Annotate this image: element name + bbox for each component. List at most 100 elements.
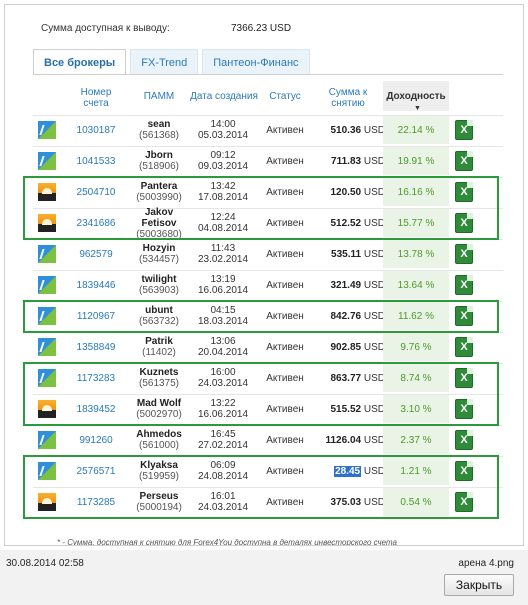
table-row[interactable]: 1839452 Mad Wolf (5002970) 13:22 16.06.2014 А…	[33, 394, 503, 423]
tab-fx-trend[interactable]: FX-Trend	[130, 49, 199, 75]
broker-tabs: Все брокеры FX-Trend Пантеон-Финанс	[33, 49, 314, 75]
header-sum[interactable]: Сумма к снятию	[328, 87, 368, 109]
table-row[interactable]: 1839446 twilight (563903) 13:19 16.06.2014 Ак…	[33, 270, 503, 299]
fxtrend-logo-icon	[38, 462, 56, 480]
panteon-logo-icon	[38, 214, 56, 232]
broker-cell	[37, 240, 57, 268]
tab-all-brokers[interactable]: Все брокеры	[33, 49, 127, 75]
excel-export-icon[interactable]: X	[455, 182, 473, 202]
created-cell: 11:43 23.02.2014	[193, 240, 253, 268]
pamm-name: Jborn	[145, 150, 173, 161]
broker-cell	[37, 364, 57, 392]
withdraw-sum-cell: 863.77 USD	[313, 364, 386, 392]
excel-export-icon[interactable]: X	[455, 213, 473, 233]
header-created[interactable]: Дата создания	[190, 91, 258, 102]
account-number-link[interactable]: 2576571	[76, 465, 116, 477]
status-cell: Активен	[266, 341, 304, 353]
created-time: 16:01	[210, 491, 236, 502]
fxtrend-logo-icon	[38, 431, 56, 449]
pamm-cell: Hozyin (534457)	[129, 240, 189, 268]
export-cell: X	[453, 302, 475, 330]
table-row[interactable]: 1030187 sean (561368) 14:00 05.03.2014 Активе…	[33, 115, 503, 144]
account-number-link[interactable]: 2341686	[76, 217, 116, 229]
pamm-cell: Patrik (11402)	[129, 333, 189, 361]
table-row[interactable]: 1041533 Jborn (518906) 09:12 09.03.2014 Актив…	[33, 146, 503, 175]
created-date: 17.08.2014	[197, 192, 249, 203]
export-cell: X	[453, 426, 475, 454]
pamm-name: Hozyin	[142, 243, 176, 254]
header-pamm[interactable]: ПАММ	[143, 91, 175, 102]
created-time: 13:19	[210, 274, 236, 285]
excel-export-icon[interactable]: X	[455, 151, 473, 171]
excel-export-icon[interactable]: X	[455, 337, 473, 357]
excel-export-icon[interactable]: X	[455, 368, 473, 388]
tab-panteon-finans[interactable]: Пантеон-Финанс	[202, 49, 310, 75]
withdraw-sum-cell: 28.45 USD	[313, 457, 385, 485]
account-number-link[interactable]: 1030187	[76, 124, 116, 136]
table-row[interactable]: 2341686 Jakov Fetisov (5003680) 12:24 04.08.…	[33, 207, 503, 240]
created-cell: 06:09 24.08.2014	[193, 457, 253, 485]
account-number-link[interactable]: 991260	[79, 434, 113, 446]
account-number-link[interactable]: 1839446	[76, 279, 116, 291]
fxtrend-logo-icon	[38, 276, 56, 294]
created-cell: 04:15 18.03.2014	[193, 302, 253, 330]
created-cell: 13:42 17.08.2014	[193, 178, 253, 206]
yield-cell: 13.64 %	[383, 271, 449, 299]
withdraw-sum-currency: USD	[363, 310, 385, 322]
withdraw-sum-currency: USD	[363, 403, 385, 415]
pamm-cell: Klyaksa (519959)	[129, 457, 189, 485]
yield-cell: 9.76 %	[383, 333, 449, 361]
account-number-link[interactable]: 1358849	[76, 341, 116, 353]
table-row[interactable]: 991260 Ahmedos (561000) 16:45 27.02.2014 Акти…	[33, 425, 503, 454]
broker-cell	[37, 395, 57, 423]
broker-cell	[37, 147, 57, 175]
account-number-link[interactable]: 1041533	[76, 155, 116, 167]
yield-cell: 11.62 %	[383, 302, 449, 330]
balance-value: 7366.23 USD	[231, 23, 292, 34]
broker-cell	[37, 271, 57, 299]
close-button[interactable]: Закрыть	[444, 574, 514, 596]
pamm-id: (534457)	[138, 254, 180, 265]
header-account[interactable]: Номер счета	[80, 87, 112, 109]
pamm-name: Perseus	[139, 491, 179, 502]
status-cell: Активен	[266, 248, 304, 260]
account-number-link[interactable]: 1839452	[76, 403, 116, 415]
withdraw-sum-value: 512.52	[330, 217, 362, 229]
excel-export-icon[interactable]: X	[455, 492, 473, 512]
withdraw-sum-currency: USD	[363, 186, 385, 198]
withdraw-sum-value: 321.49	[330, 279, 362, 291]
table-row[interactable]: 962579 Hozyin (534457) 11:43 23.02.2014 Актив…	[33, 239, 503, 268]
created-time: 04:15	[210, 305, 236, 316]
table-row[interactable]: 2504710 Pantera (5003990) 13:42 17.08.2014 Ак…	[33, 177, 503, 206]
highlight-box	[23, 176, 499, 240]
excel-export-icon[interactable]: X	[455, 306, 473, 326]
export-cell: X	[453, 395, 475, 423]
header-status[interactable]: Статус	[269, 91, 301, 102]
account-number-link[interactable]: 2504710	[76, 186, 116, 198]
created-cell: 16:45 27.02.2014	[193, 426, 253, 454]
account-number-link[interactable]: 962579	[79, 248, 113, 260]
table-row[interactable]: 1358849 Patrik (11402) 13:06 20.04.2014 Актив…	[33, 332, 503, 361]
withdraw-sum-value: 515.52	[330, 403, 362, 415]
account-number-link[interactable]: 1173285	[76, 496, 116, 508]
withdraw-sum-cell: 375.03 USD	[313, 488, 386, 516]
withdraw-sum-cell: 842.76 USD	[313, 302, 386, 330]
yield-cell: 13.78 %	[383, 240, 449, 268]
excel-export-icon[interactable]: X	[455, 399, 473, 419]
pamm-name: Patrik	[145, 336, 173, 347]
withdraw-sum-value: 375.03	[330, 496, 362, 508]
pamm-name: twilight	[141, 274, 177, 285]
withdraw-sum-cell: 321.49 USD	[313, 271, 386, 299]
pamm-id: (561368)	[138, 130, 180, 141]
excel-export-icon[interactable]: X	[455, 244, 473, 264]
excel-export-icon[interactable]: X	[455, 430, 473, 450]
excel-export-icon[interactable]: X	[455, 275, 473, 295]
account-number-link[interactable]: 1120967	[76, 310, 116, 322]
excel-export-icon[interactable]: X	[455, 120, 473, 140]
pamm-name: sean	[147, 119, 171, 130]
table-row[interactable]: 1173285 Perseus (5000194) 16:01 24.03.2014 Ак…	[33, 487, 503, 516]
account-number-link[interactable]: 1173283	[76, 372, 116, 384]
excel-export-icon[interactable]: X	[455, 461, 473, 481]
header-yield[interactable]: Доходность ▼	[383, 81, 449, 112]
